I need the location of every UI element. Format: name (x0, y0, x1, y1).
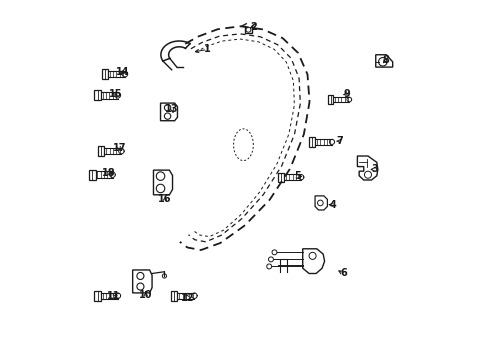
Text: 12: 12 (181, 293, 194, 303)
Text: 11: 11 (107, 292, 121, 301)
Circle shape (266, 264, 271, 269)
Text: 18: 18 (102, 168, 115, 178)
Text: 4: 4 (328, 200, 335, 210)
Text: 1: 1 (203, 45, 210, 54)
Text: 13: 13 (165, 104, 179, 114)
Text: 10: 10 (139, 290, 152, 300)
Circle shape (268, 257, 273, 262)
Text: 14: 14 (116, 67, 129, 77)
Text: 17: 17 (112, 143, 126, 153)
Text: 2: 2 (249, 22, 256, 32)
Text: 7: 7 (336, 136, 343, 146)
Text: 15: 15 (109, 89, 122, 99)
Text: 9: 9 (343, 89, 349, 99)
Circle shape (271, 250, 276, 255)
Text: 3: 3 (371, 165, 378, 174)
Text: 16: 16 (158, 194, 171, 204)
Text: 5: 5 (293, 171, 300, 181)
Text: 8: 8 (382, 55, 388, 65)
Text: 6: 6 (339, 269, 346, 279)
